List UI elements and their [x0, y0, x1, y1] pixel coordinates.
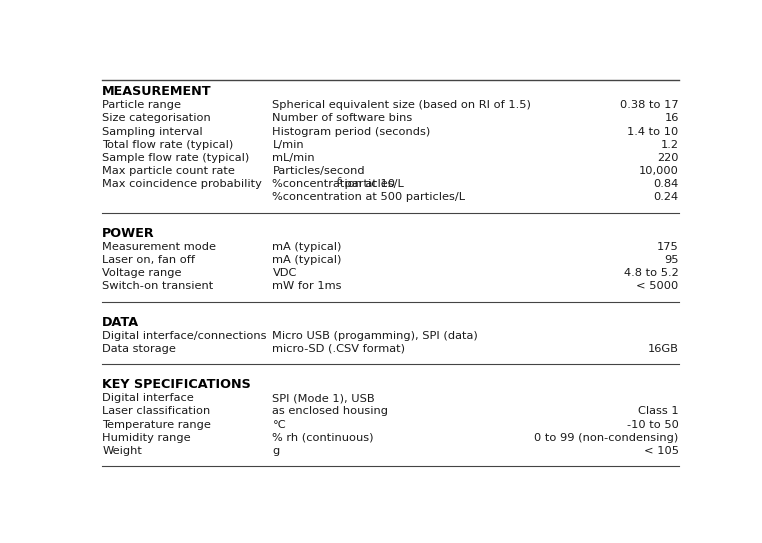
Text: Data storage: Data storage [102, 344, 176, 354]
Text: % rh (continuous): % rh (continuous) [273, 433, 374, 443]
Text: Spherical equivalent size (based on RI of 1.5): Spherical equivalent size (based on RI o… [273, 100, 531, 110]
Text: g: g [273, 446, 280, 456]
Text: particles/L: particles/L [341, 179, 404, 189]
Text: -10 to 50: -10 to 50 [627, 420, 679, 430]
Text: 220: 220 [657, 153, 679, 163]
Text: Particles/second: Particles/second [273, 166, 365, 176]
Text: °C: °C [273, 420, 286, 430]
Text: Total flow rate (typical): Total flow rate (typical) [102, 140, 234, 150]
Text: %concentration at 500 particles/L: %concentration at 500 particles/L [273, 192, 466, 203]
Text: Digital interface/connections: Digital interface/connections [102, 331, 267, 340]
Text: Voltage range: Voltage range [102, 268, 182, 278]
Text: %concentration at 10: %concentration at 10 [273, 179, 395, 189]
Text: 6: 6 [337, 177, 342, 186]
Text: Class 1: Class 1 [638, 406, 679, 416]
Text: Digital interface: Digital interface [102, 393, 194, 403]
Text: mL/min: mL/min [273, 153, 315, 163]
Text: Max coincidence probability: Max coincidence probability [102, 179, 262, 189]
Text: mA (typical): mA (typical) [273, 242, 342, 252]
Text: Sampling interval: Sampling interval [102, 127, 203, 136]
Text: KEY SPECIFICATIONS: KEY SPECIFICATIONS [102, 378, 251, 391]
Text: < 5000: < 5000 [636, 281, 679, 291]
Text: Humidity range: Humidity range [102, 433, 191, 443]
Text: Histogram period (seconds): Histogram period (seconds) [273, 127, 431, 136]
Text: DATA: DATA [102, 315, 139, 329]
Text: Particle range: Particle range [102, 100, 181, 110]
Text: Max particle count rate: Max particle count rate [102, 166, 235, 176]
Text: Weight: Weight [102, 446, 142, 456]
Text: POWER: POWER [102, 226, 155, 239]
Text: < 105: < 105 [644, 446, 679, 456]
Text: Size categorisation: Size categorisation [102, 113, 211, 123]
Text: L/min: L/min [273, 140, 304, 150]
Text: 0.38 to 17: 0.38 to 17 [620, 100, 679, 110]
Text: 10,000: 10,000 [639, 166, 679, 176]
Text: 0 to 99 (non-condensing): 0 to 99 (non-condensing) [534, 433, 679, 443]
Text: 0.84: 0.84 [654, 179, 679, 189]
Text: 1.4 to 10: 1.4 to 10 [627, 127, 679, 136]
Text: MEASUREMENT: MEASUREMENT [102, 85, 212, 98]
Text: mW for 1ms: mW for 1ms [273, 281, 342, 291]
Text: as enclosed housing: as enclosed housing [273, 406, 389, 416]
Text: SPI (Mode 1), USB: SPI (Mode 1), USB [273, 393, 375, 403]
Text: 0.24: 0.24 [654, 192, 679, 203]
Text: Sample flow rate (typical): Sample flow rate (typical) [102, 153, 250, 163]
Text: Micro USB (progamming), SPI (data): Micro USB (progamming), SPI (data) [273, 331, 479, 340]
Text: 4.8 to 5.2: 4.8 to 5.2 [624, 268, 679, 278]
Text: Switch-on transient: Switch-on transient [102, 281, 213, 291]
Text: Temperature range: Temperature range [102, 420, 211, 430]
Text: Laser classification: Laser classification [102, 406, 210, 416]
Text: Laser on, fan off: Laser on, fan off [102, 255, 195, 265]
Text: VDC: VDC [273, 268, 296, 278]
Text: 1.2: 1.2 [661, 140, 679, 150]
Text: Number of software bins: Number of software bins [273, 113, 413, 123]
Text: 16GB: 16GB [648, 344, 679, 354]
Text: micro-SD (.CSV format): micro-SD (.CSV format) [273, 344, 405, 354]
Text: 95: 95 [664, 255, 679, 265]
Text: mA (typical): mA (typical) [273, 255, 342, 265]
Text: 175: 175 [657, 242, 679, 252]
Text: 16: 16 [664, 113, 679, 123]
Text: Measurement mode: Measurement mode [102, 242, 216, 252]
